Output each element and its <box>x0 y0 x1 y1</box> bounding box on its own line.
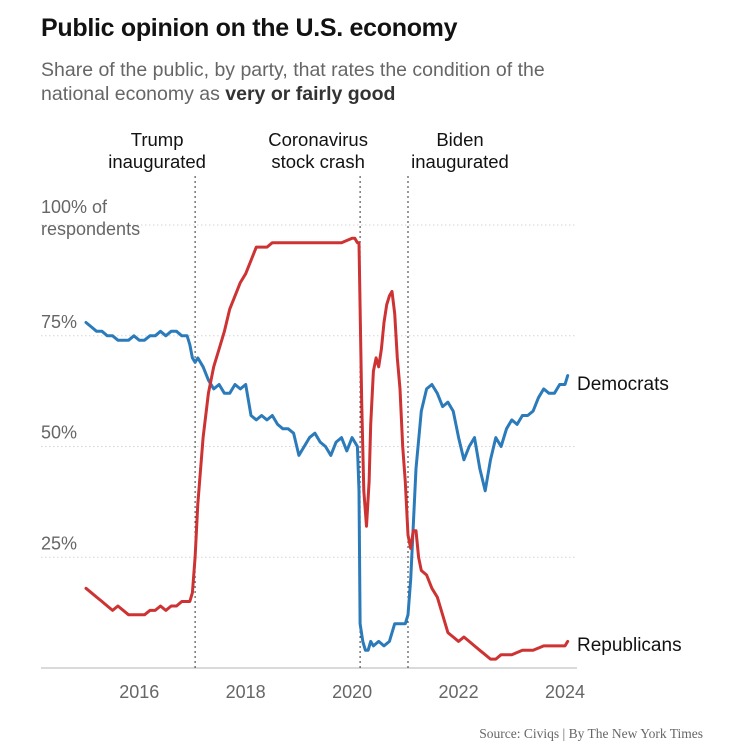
series <box>84 236 570 661</box>
event-label-1: Coronavirus stock crash <box>268 129 368 172</box>
series-label-democrats: Democrats <box>577 374 669 395</box>
grid <box>41 224 577 669</box>
x-tick-label-2022: 2022 <box>439 682 479 702</box>
x-tick-label-2016: 2016 <box>119 682 159 702</box>
labels: 25% 50% 75% 100% of respondents 2016 2018 2020 2… <box>41 129 682 702</box>
y-tick-label-25: 25% <box>41 533 77 553</box>
series-line-democrats <box>84 321 570 652</box>
source-credit: Source: Civiqs | By The New York Times <box>479 726 703 741</box>
annotations <box>194 176 409 668</box>
subtitle-text: Share of the public, by party, that rate… <box>41 59 545 105</box>
event-label-2: Biden inaugurated <box>411 129 509 172</box>
y-tick-label-75: 75% <box>41 312 77 332</box>
event-label-0: Trump inaugurated <box>108 129 206 172</box>
x-tick-label-2018: 2018 <box>226 682 266 702</box>
subtitle-emphasis: very or fairly good <box>225 83 396 105</box>
chart-title: Public opinion on the U.S. economy <box>41 14 458 42</box>
series-label-republicans: Republicans <box>577 635 682 656</box>
y-tick-label-50: 50% <box>41 423 77 443</box>
series-line-republicans <box>84 236 570 661</box>
x-tick-label-2024: 2024 <box>545 682 585 702</box>
chart-subtitle: Share of the public, by party, that rate… <box>41 58 601 106</box>
y-tick-label-100: 100% of respondents <box>41 197 140 239</box>
x-tick-label-2020: 2020 <box>332 682 372 702</box>
